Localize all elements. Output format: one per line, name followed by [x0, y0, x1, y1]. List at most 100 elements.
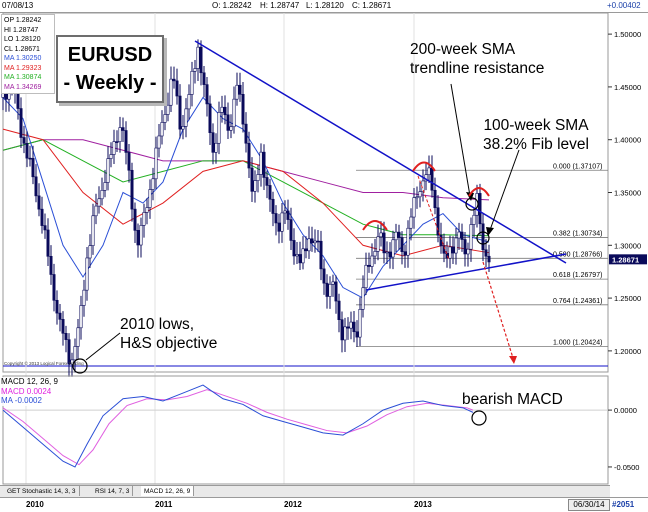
macd-tick-label: 0.0000	[614, 406, 637, 415]
candle-body	[115, 141, 119, 143]
annotation-2010-lows: 2010 lows, H&S objective	[120, 316, 218, 352]
candle-body	[370, 255, 374, 267]
candle-body	[409, 216, 413, 229]
candle-body	[484, 249, 488, 257]
shoulder-arc	[362, 220, 388, 231]
candle-body	[259, 151, 263, 175]
price-tick-label: 1.20000	[614, 347, 641, 356]
stats-row: CL 1.28671	[4, 45, 40, 53]
candle-body	[283, 210, 287, 214]
candle-body	[457, 231, 461, 239]
candle-body	[58, 312, 62, 320]
candle-body	[31, 158, 35, 178]
stats-row: MA 1.30250	[4, 55, 42, 62]
candle-body	[172, 78, 176, 82]
macd-legend-title: MACD 12, 26, 9	[1, 377, 58, 386]
trendlines	[194, 40, 567, 364]
candle-body	[463, 239, 467, 255]
candle-body	[454, 237, 458, 254]
macd-panel: 0.0000 -0.0500	[2, 375, 639, 485]
fib-label: 0.764 (1.24361)	[553, 298, 602, 305]
shoulder-arc	[412, 161, 436, 172]
candle-body	[433, 189, 437, 209]
candle-body	[106, 158, 110, 183]
candle-body	[235, 84, 239, 100]
x-label-2013: 2013	[414, 500, 432, 509]
candle-body	[37, 195, 41, 210]
candle-body	[121, 127, 125, 131]
candle-body	[244, 123, 248, 144]
candle-body	[328, 283, 332, 297]
title-symbol: EURUSD	[67, 44, 153, 66]
macd-signal-path	[2, 389, 474, 466]
candle-body	[439, 234, 443, 247]
candle-body	[214, 142, 218, 153]
candle-body	[79, 305, 83, 329]
header-low: L: 1.28120	[306, 1, 344, 10]
candle-body	[130, 169, 134, 210]
candle-body	[64, 333, 68, 340]
candle-body	[253, 180, 257, 192]
candle-body	[73, 346, 77, 361]
header-open: O: 1.28242	[212, 1, 252, 10]
chart-title-box: EURUSD - Weekly -	[56, 35, 164, 103]
candle-body	[46, 229, 50, 257]
lows-pointer	[85, 332, 121, 361]
candle-body	[364, 264, 368, 289]
candle-body	[337, 300, 341, 321]
sma100-marker-circle	[476, 231, 490, 245]
candle-body	[67, 339, 71, 365]
x-label-2011: 2011	[155, 500, 173, 509]
candle-body	[418, 191, 422, 198]
candle-body	[70, 359, 74, 365]
header-date: 07/08/13	[2, 1, 34, 10]
annotation-sma100: 100-week SMA 38.2% Fib level	[483, 117, 589, 153]
candle-body	[319, 240, 323, 270]
candle-body	[211, 132, 215, 153]
tab-rsi[interactable]: RSI 14, 7, 3	[92, 486, 134, 496]
time-axis: 2010 2011 2012 2013	[0, 497, 648, 512]
candle-body	[487, 255, 491, 263]
header-close: C: 1.28671	[352, 1, 392, 10]
candle-body	[55, 299, 59, 314]
sma200-marker-circle	[465, 197, 479, 211]
candle-body	[142, 212, 146, 226]
price-axis: 1.50000 1.45000 1.40000 1.35000 1.30000 1.250…	[608, 30, 647, 356]
candle-body	[415, 196, 419, 199]
candle-body	[412, 197, 416, 218]
header-high: H: 1.28747	[260, 1, 300, 10]
candle-body	[226, 114, 230, 131]
candle-body	[277, 222, 281, 232]
fib-label: 0.618 (1.26797)	[553, 272, 602, 279]
copyright-text: Copyright © 2013 Logical Forex Trading	[4, 361, 84, 366]
candle-body	[133, 208, 137, 231]
candle-body	[232, 98, 236, 128]
tab-macd[interactable]: MACD 12, 26, 9	[141, 486, 195, 496]
candle-body	[388, 251, 392, 258]
candle-body	[124, 130, 128, 153]
candle-body	[181, 126, 185, 130]
candle-body	[334, 281, 338, 302]
price-tick-label: 1.45000	[614, 83, 641, 92]
candle-body	[169, 78, 173, 106]
candle-body	[97, 198, 101, 207]
annotation-bearish-macd: bearish MACD	[462, 391, 563, 408]
tab-stochastic[interactable]: GET Stochastic 14, 3, 3	[4, 486, 80, 496]
fib-label: 0.500 (1.28766)	[553, 251, 602, 258]
candle-body	[199, 46, 203, 74]
candle-body	[316, 240, 320, 243]
candle-body	[103, 182, 107, 191]
candle-body	[16, 91, 20, 109]
candle-body	[448, 246, 452, 259]
indicator-tabs: GET Stochastic 14, 3, 3 RSI 14, 7, 3 MAC…	[0, 485, 610, 497]
end-date-field[interactable]: 06/30/14	[568, 499, 610, 511]
candle-body	[298, 254, 302, 264]
candle-body	[358, 309, 362, 338]
candle-body	[247, 142, 251, 169]
candle-body	[202, 72, 206, 85]
candle-body	[382, 232, 386, 254]
resistance-trendline	[194, 40, 567, 264]
support-trendline	[365, 253, 567, 291]
candle-body	[196, 46, 200, 69]
